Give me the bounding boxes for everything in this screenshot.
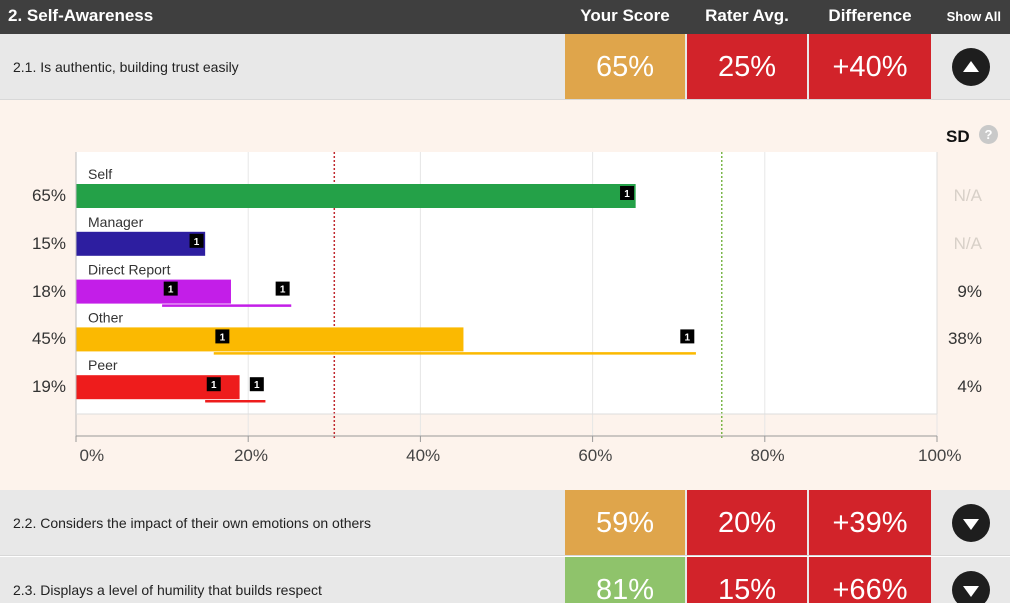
expand-button[interactable] (952, 571, 990, 603)
item-label: 2.1. Is authentic, building trust easily (13, 59, 239, 75)
count-marker (163, 281, 178, 296)
bar-other (76, 327, 464, 352)
series-label: Self (88, 166, 112, 182)
x-tick-label: 60% (578, 446, 613, 465)
x-tick-label: 20% (233, 446, 268, 465)
count-marker-label: 1 (280, 285, 286, 296)
bar-manager (76, 231, 206, 256)
count-marker (249, 377, 264, 392)
series-label: Direct Report (88, 262, 171, 278)
collapse-button[interactable] (952, 48, 990, 86)
expand-button[interactable] (952, 504, 990, 542)
count-marker-label: 1 (211, 380, 217, 391)
difference-value: +40% (832, 51, 908, 83)
item-label: 2.3. Displays a level of humility that b… (13, 582, 322, 598)
your-score-cell: 59% (565, 490, 685, 555)
x-tick-label: 40% (406, 446, 441, 465)
sd-value: 4% (957, 377, 982, 397)
sd-value: 38% (947, 329, 982, 349)
count-marker (275, 281, 290, 296)
section-header: 2. Self-Awareness Your Score Rater Avg. … (0, 0, 1010, 34)
your-score-cell: 81% (565, 557, 685, 603)
sd-heading: SD (946, 127, 970, 146)
item-row-2-3[interactable]: 2.3. Displays a level of humility that b… (0, 557, 1010, 603)
difference-value: +39% (832, 507, 908, 539)
sd-value: 9% (957, 281, 982, 301)
count-marker-label: 1 (254, 380, 260, 391)
difference-cell: +39% (809, 490, 931, 555)
count-marker (189, 233, 204, 248)
count-marker-label: 1 (168, 285, 174, 296)
section-title: 2. Self-Awareness (8, 6, 154, 25)
rater-avg-cell: 20% (687, 490, 807, 555)
bar-self (76, 184, 636, 208)
your-score-value: 81% (595, 574, 655, 603)
count-marker (206, 377, 221, 392)
count-marker (680, 329, 695, 344)
bar-direct-report (76, 279, 231, 304)
difference-cell: +40% (809, 34, 931, 99)
item-label: 2.2. Considers the impact of their own e… (13, 515, 371, 531)
count-marker-label: 1 (624, 189, 630, 200)
row-percent-label: 65% (31, 186, 66, 205)
series-label: Other (88, 309, 123, 325)
x-tick-label: 0% (79, 446, 105, 465)
item-row-2-1[interactable]: 2.1. Is authentic, building trust easily… (0, 34, 1010, 100)
chevron-up-icon (963, 61, 979, 72)
row-percent-label: 45% (31, 329, 66, 349)
sd-value: N/A (953, 186, 982, 205)
your-score-value: 65% (595, 51, 655, 83)
item-row-2-2[interactable]: 2.2. Considers the impact of their own e… (0, 490, 1010, 556)
col-rater-avg: Rater Avg. (705, 6, 789, 25)
rater-avg-value: 25% (717, 51, 777, 83)
count-marker-label: 1 (194, 237, 200, 248)
row-percent-label: 15% (31, 233, 66, 253)
x-tick-label: 80% (750, 446, 785, 465)
chevron-down-icon (963, 586, 979, 597)
help-icon[interactable]: ? (979, 125, 998, 144)
rater-avg-cell: 25% (687, 34, 807, 99)
series-label: Peer (88, 357, 118, 373)
your-score-cell: 65% (565, 34, 685, 99)
count-marker (215, 329, 230, 344)
sd-value: N/A (953, 233, 982, 253)
count-marker-label: 1 (220, 332, 226, 343)
show-all-link[interactable]: Show All (946, 9, 1001, 24)
row-percent-label: 18% (31, 281, 66, 301)
rater-avg-value: 20% (717, 507, 777, 539)
difference-value: +66% (832, 574, 908, 603)
rater-avg-value: 15% (717, 574, 777, 603)
count-marker (620, 186, 635, 200)
count-marker-label: 1 (685, 332, 691, 343)
col-your-score: Your Score (580, 6, 670, 25)
x-tick-label: 100% (918, 446, 962, 465)
rater-avg-cell: 15% (687, 557, 807, 603)
chevron-down-icon (963, 519, 979, 530)
col-difference: Difference (828, 6, 912, 25)
row-percent-label: 19% (31, 377, 66, 397)
your-score-value: 59% (595, 507, 655, 539)
difference-cell: +66% (809, 557, 931, 603)
series-label: Manager (88, 214, 144, 230)
